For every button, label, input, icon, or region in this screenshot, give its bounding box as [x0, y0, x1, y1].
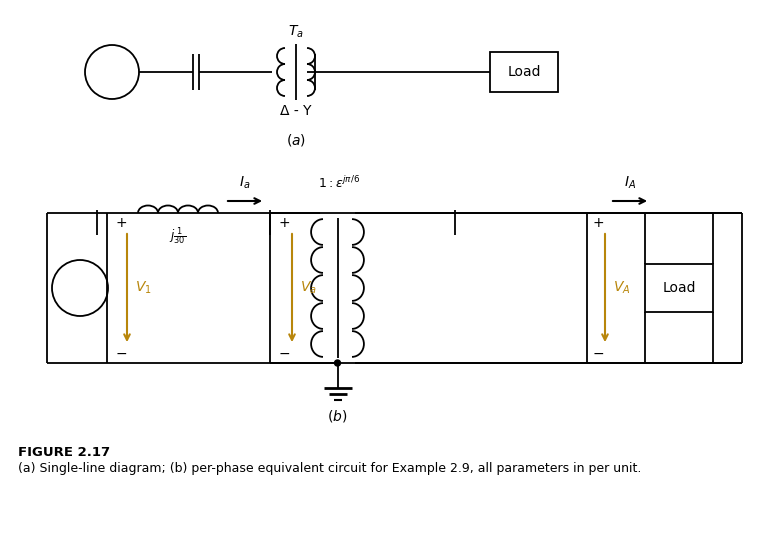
Text: $+$: $+$ — [278, 216, 290, 230]
Text: (a) Single-line diagram; (b) per-phase equivalent circuit for Example 2.9, all p: (a) Single-line diagram; (b) per-phase e… — [18, 462, 641, 475]
Text: $(b)$: $(b)$ — [328, 408, 348, 424]
Text: $T_a$: $T_a$ — [288, 23, 304, 40]
Text: $+$: $+$ — [115, 216, 127, 230]
Text: $-$: $-$ — [115, 346, 127, 360]
Text: $j\frac{1}{30}$: $j\frac{1}{30}$ — [170, 225, 187, 247]
Text: $(a)$: $(a)$ — [286, 132, 306, 148]
Text: Load: Load — [662, 281, 696, 295]
Text: FIGURE 2.17: FIGURE 2.17 — [18, 446, 110, 459]
Text: Load: Load — [508, 65, 540, 79]
Circle shape — [335, 360, 340, 366]
Text: $-$: $-$ — [592, 346, 604, 360]
Text: $1:\varepsilon^{j\pi/6}$: $1:\varepsilon^{j\pi/6}$ — [318, 175, 361, 191]
Bar — [490, 52, 558, 92]
Text: $V_A$: $V_A$ — [613, 280, 630, 296]
Text: $V_a$: $V_a$ — [300, 280, 317, 296]
Text: $+$: $+$ — [592, 216, 604, 230]
Text: $I_A$: $I_A$ — [624, 175, 636, 191]
Text: $I_a$: $I_a$ — [239, 175, 251, 191]
Text: $-$: $-$ — [278, 346, 290, 360]
Bar — [645, 264, 713, 312]
Text: $V_1$: $V_1$ — [135, 280, 152, 296]
Text: Δ - Y: Δ - Y — [280, 104, 312, 118]
